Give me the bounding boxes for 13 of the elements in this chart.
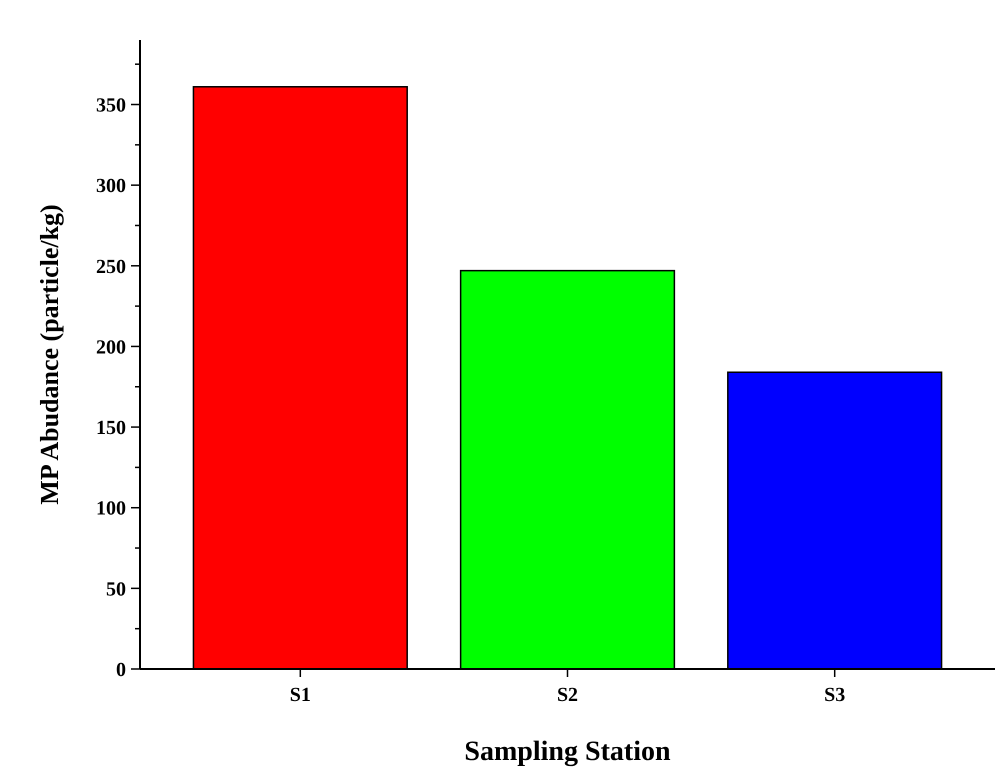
y-tick-label: 350 xyxy=(96,94,126,117)
x-tick-label: S3 xyxy=(824,684,846,706)
y-axis-title: MP Abudance (particle/kg) xyxy=(35,204,64,505)
x-tick-label: S1 xyxy=(290,684,311,706)
y-tick-label: 100 xyxy=(96,498,126,520)
y-tick-label: 250 xyxy=(96,256,126,278)
y-tick-label: 50 xyxy=(106,578,126,600)
y-tick-label: 0 xyxy=(116,659,126,681)
x-tick-label: S2 xyxy=(556,684,578,706)
y-tick-label: 300 xyxy=(96,175,126,198)
y-tick-label: 200 xyxy=(96,336,126,358)
x-axis-title: Sampling Station xyxy=(464,736,672,767)
y-tick-label: 150 xyxy=(96,417,126,440)
